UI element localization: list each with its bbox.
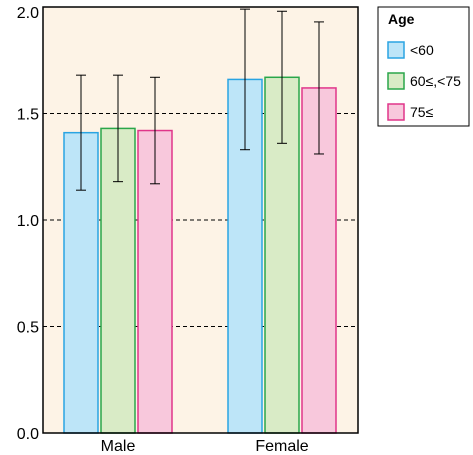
x-category-label: Female [255,438,308,455]
legend-swatch [387,41,405,59]
legend-label: 75≤ [410,104,434,120]
x-category-label: Male [101,438,136,455]
x-axis: Male Female [101,438,309,455]
error-bars-group [76,8,324,191]
y-tick-label: 0.5 [17,320,39,337]
y-tick-label: 1.5 [17,107,39,124]
y-tick-label: 1.0 [17,213,39,230]
y-tick-label: 0.0 [17,426,39,443]
legend-swatch [387,103,405,121]
plot-frame [42,6,359,434]
legend-label: 60≤,<75 [410,73,461,89]
legend: Age <60 60≤,<75 75≤ [377,6,470,127]
y-axis: 0.0 0.5 1.0 1.5 2.0 [17,5,39,443]
legend-swatch [387,72,405,90]
legend-label: <60 [410,42,434,58]
y-tick-label: 2.0 [17,5,39,22]
legend-title: Age [388,11,415,27]
